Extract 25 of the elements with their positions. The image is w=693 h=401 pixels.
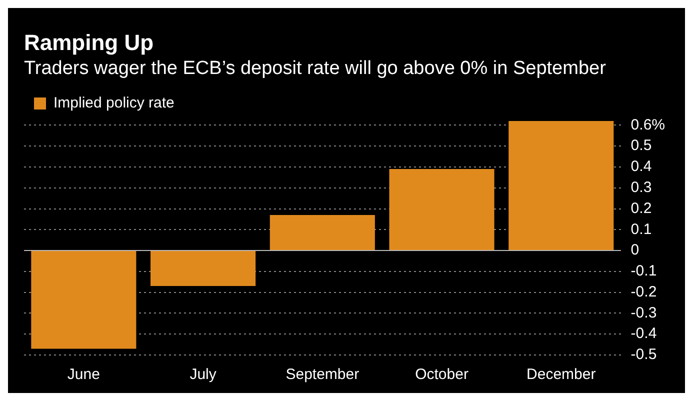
y-tick-label: 0 (630, 242, 640, 259)
chart-title: Ramping Up (24, 30, 155, 56)
x-tick-label: July (190, 366, 217, 384)
y-tick-label: -0.1 (630, 262, 657, 280)
y-tick-label: 0.5 (630, 137, 652, 154)
bar (508, 121, 614, 250)
x-tick-label: October (415, 366, 468, 384)
legend-label: Implied policy rate (54, 94, 174, 112)
y-tick-label: -0.2 (630, 283, 657, 300)
y-tick-label: 0.1 (630, 220, 652, 238)
y-tick-label: -0.3 (630, 304, 657, 322)
y-tick-label: 0.4 (630, 158, 652, 176)
bar (270, 215, 375, 250)
y-tick-label: 0.2 (630, 200, 652, 217)
x-tick-label: December (526, 366, 596, 384)
y-tick-label: 0.6% (630, 116, 666, 134)
bar (389, 169, 494, 250)
chart-subtitle: Traders wager the ECB’s deposit rate will go above 0% in September (24, 57, 607, 81)
y-tick-label: -0.5 (630, 346, 657, 364)
bar (31, 251, 136, 349)
y-tick-label: -0.4 (630, 325, 657, 342)
bar (150, 251, 256, 286)
x-tick-label: June (67, 366, 100, 384)
y-tick-label: 0.3 (630, 179, 652, 196)
x-tick-label: September (286, 366, 360, 384)
